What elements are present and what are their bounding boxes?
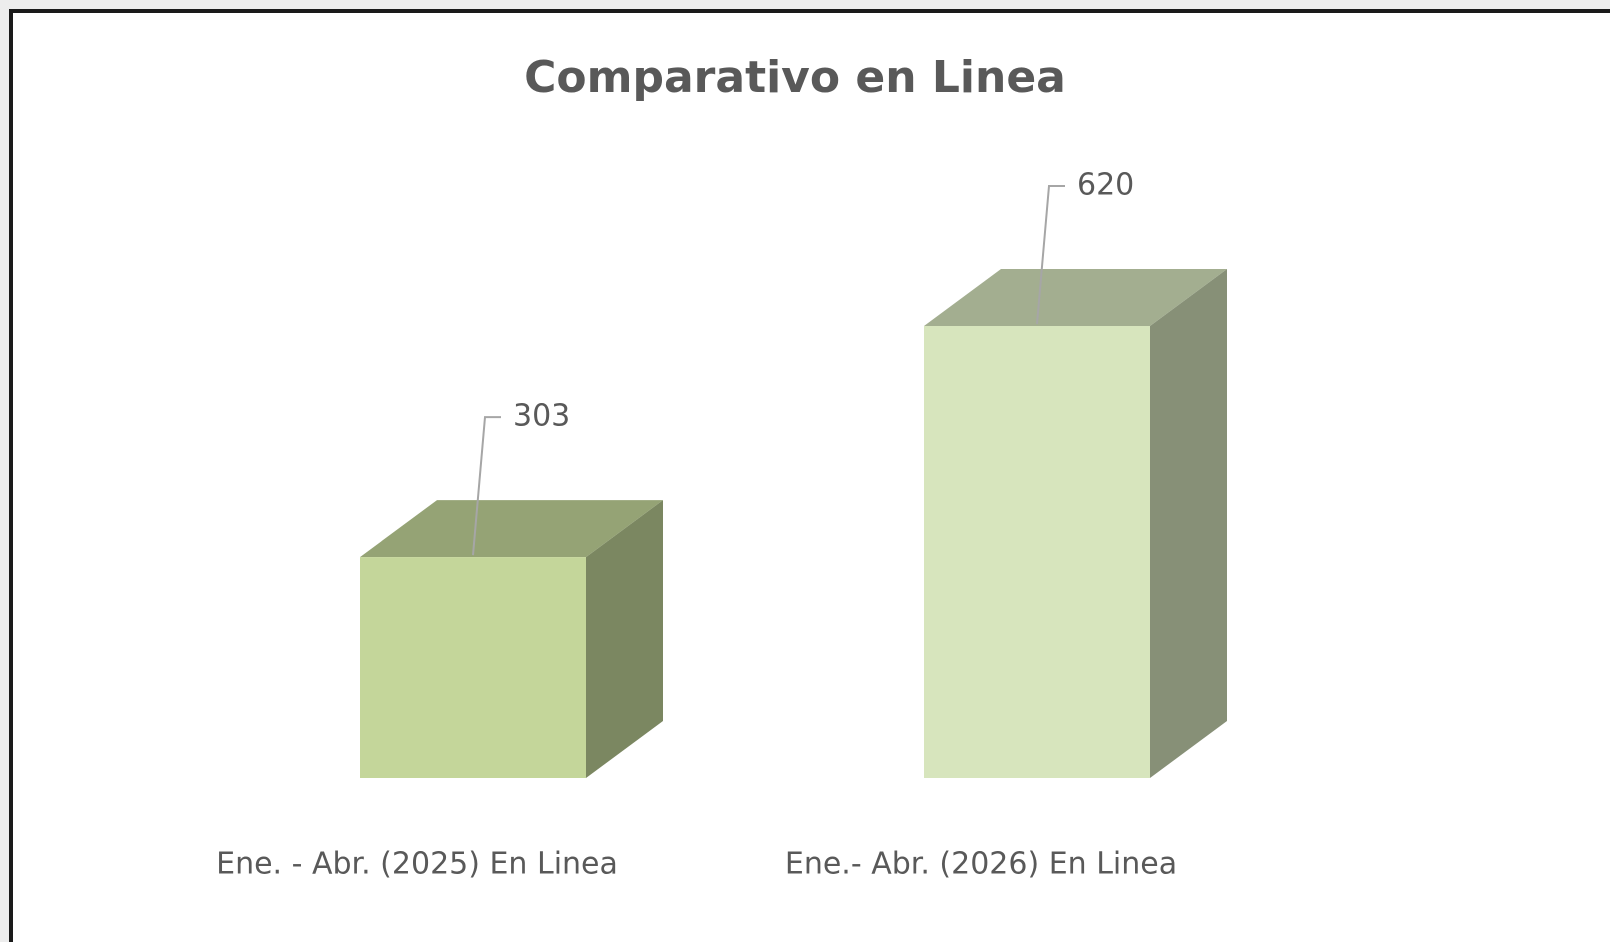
x-tick-label: Ene. - Abr. (2025) En Linea bbox=[216, 847, 618, 882]
bar bbox=[360, 557, 586, 778]
x-tick-label: Ene.- Abr. (2026) En Linea bbox=[785, 847, 1177, 882]
data-label: 620 bbox=[1077, 168, 1134, 203]
leader-line bbox=[472, 416, 501, 556]
bar-side bbox=[586, 500, 663, 778]
data-label: 303 bbox=[513, 399, 570, 434]
bar-top bbox=[360, 500, 663, 558]
leader-line bbox=[1036, 185, 1065, 325]
chart-title: Comparativo en Linea bbox=[524, 52, 1066, 103]
bar-top bbox=[924, 269, 1227, 326]
bar bbox=[924, 326, 1150, 778]
chart-frame bbox=[9, 9, 1610, 942]
bar-side bbox=[1150, 269, 1227, 778]
